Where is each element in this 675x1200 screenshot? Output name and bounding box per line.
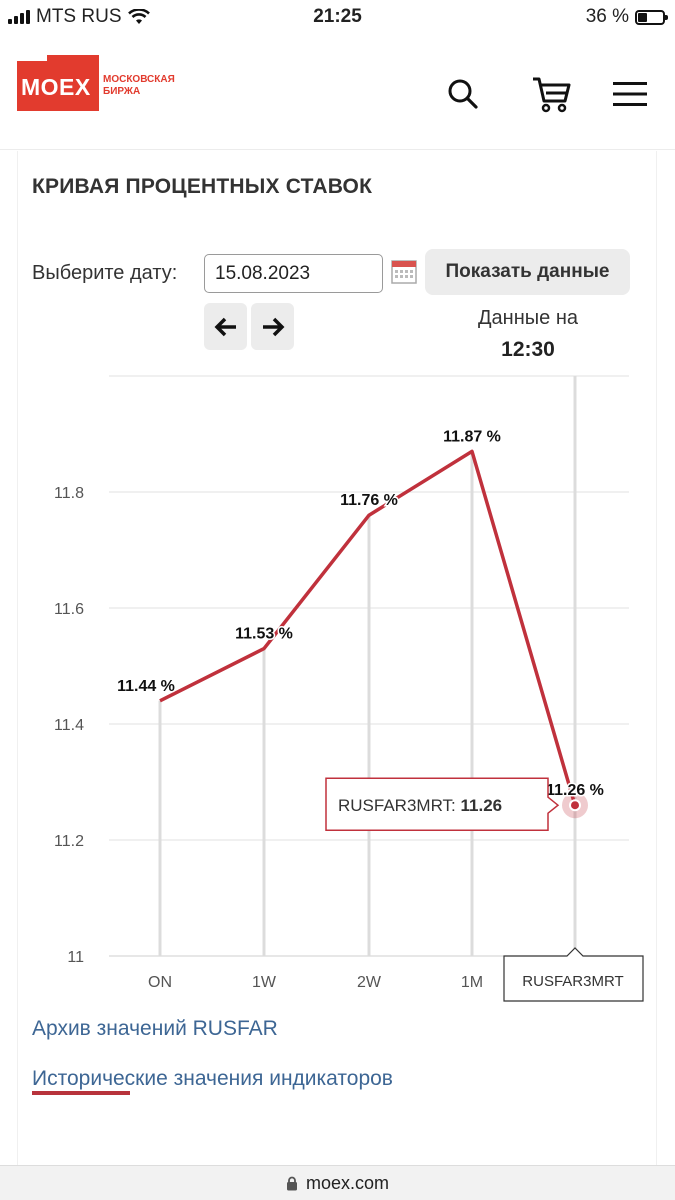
arrow-left-icon [214, 317, 236, 336]
data-label: 11.44 % [117, 678, 175, 695]
data-label: 11.26 % [546, 782, 604, 799]
url-domain: moex.com [305, 1172, 390, 1193]
data-label: 11.53 % [235, 626, 293, 643]
y-tick-label: 11.2 [54, 833, 84, 850]
date-input[interactable] [204, 254, 383, 293]
battery-percent: 36 % [585, 6, 629, 27]
moex-logo[interactable]: MOEX МОСКОВСКАЯ БИРЖА [17, 55, 175, 111]
status-bar: MTS RUS 21:25 36 % [0, 0, 675, 36]
search-icon[interactable] [443, 74, 483, 114]
data-on-time: 12:30 [501, 338, 555, 361]
data-timestamp: Данные на 12:30 [448, 302, 608, 366]
y-tick-label: 11.4 [54, 717, 84, 734]
carrier-info: MTS RUS [8, 6, 150, 28]
clock: 21:25 [313, 6, 362, 27]
value-tooltip-box [325, 777, 560, 831]
arrow-right-icon [262, 317, 284, 336]
site-header: MOEX МОСКОВСКАЯ БИРЖА [0, 36, 675, 150]
y-tick-label: 11.6 [54, 601, 84, 618]
yield-curve-chart[interactable]: 11 11.2 11.4 11.6 11.8 11.44 % 11.53 % 11.76 % 1… [18, 151, 658, 1011]
url-bar[interactable]: moex.com [0, 1165, 675, 1200]
show-data-button[interactable]: Показать данные [425, 249, 630, 295]
wifi-icon [127, 9, 150, 24]
x-tick-label: 2W [357, 974, 382, 991]
section-divider [32, 1091, 130, 1095]
y-tick-label: 11.8 [54, 485, 84, 502]
data-point[interactable] [569, 799, 581, 812]
signal-icon [8, 10, 30, 24]
data-label: 11.76 % [340, 492, 398, 509]
data-on-label: Данные на [478, 307, 578, 329]
value-tooltip-text: RUSFAR3MRT: 11.26 [338, 796, 502, 815]
page-title: КРИВАЯ ПРОЦЕНТНЫХ СТАВОК [32, 175, 373, 198]
next-date-button[interactable] [251, 303, 294, 350]
lock-icon [286, 1176, 297, 1190]
historical-indicators-link[interactable]: Исторические значения индикаторов [32, 1067, 393, 1090]
data-label: 11.87 % [443, 428, 501, 445]
yield-curve-card: КРИВАЯ ПРОЦЕНТНЫХ СТАВОК Выберите дату: … [17, 151, 657, 1165]
x-axis-tooltip-box [503, 947, 644, 1002]
date-label: Выберите дату: [32, 262, 178, 284]
y-tick-label: 11 [67, 949, 84, 966]
battery-icon [635, 9, 668, 25]
menu-icon[interactable] [610, 74, 650, 114]
cart-icon[interactable] [531, 74, 571, 114]
prev-date-button[interactable] [204, 303, 247, 350]
calendar-icon[interactable] [391, 259, 417, 285]
x-tick-label: 1W [252, 974, 277, 991]
x-tick-label: 1M [461, 974, 483, 991]
battery-info: 36 % [585, 6, 668, 28]
logo-text: MOEX [21, 74, 91, 100]
logo-subtitle: МОСКОВСКАЯ БИРЖА [103, 74, 175, 97]
logo-mark: MOEX [17, 55, 99, 111]
series-line [159, 449, 577, 806]
x-tick-label: ON [148, 974, 172, 991]
carrier-name: MTS RUS [36, 6, 122, 27]
x-axis-tooltip-label: RUSFAR3MRT [522, 973, 623, 990]
rusfar-archive-link[interactable]: Архив значений RUSFAR [32, 1017, 278, 1040]
